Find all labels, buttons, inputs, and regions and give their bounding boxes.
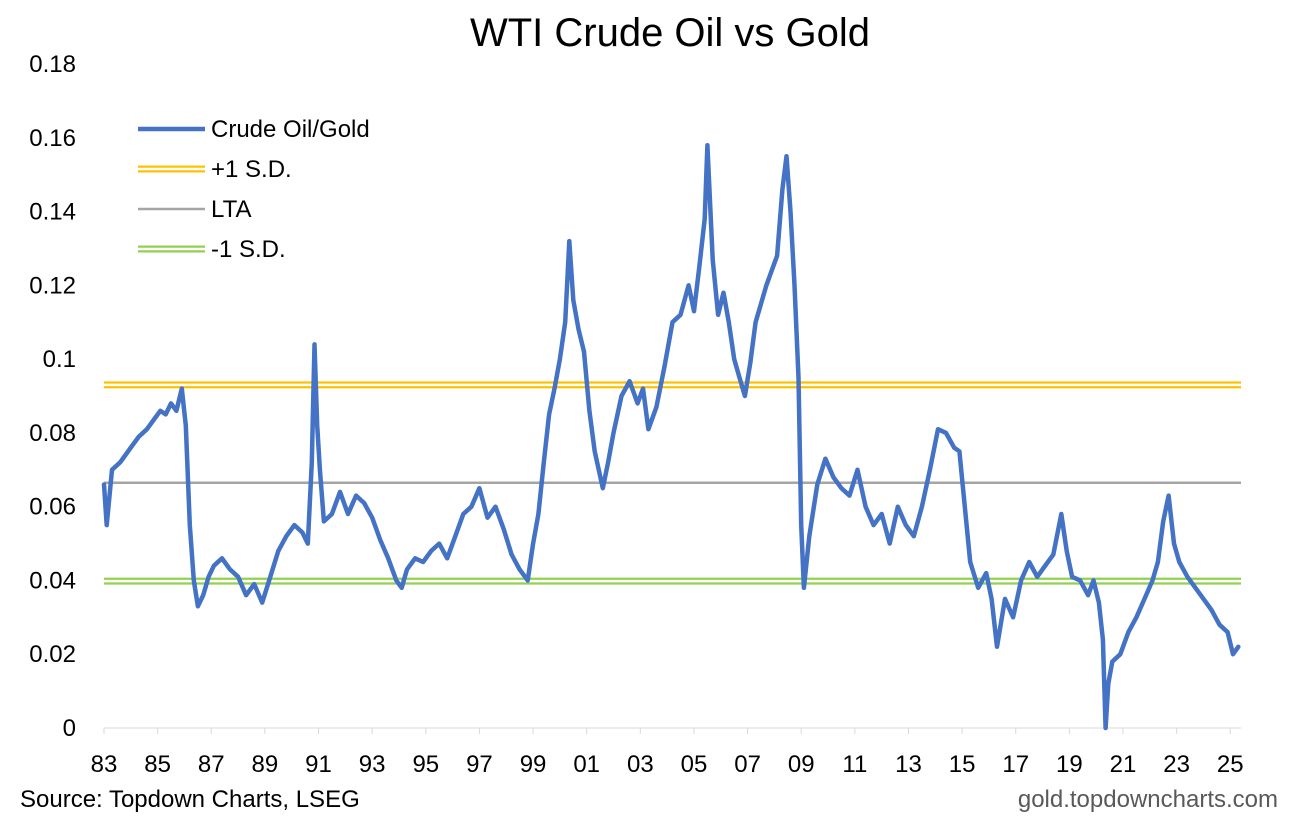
x-tick-label: 11 <box>842 751 867 778</box>
x-tick-label: 95 <box>412 751 439 778</box>
y-tick-label: 0.18 <box>29 51 76 78</box>
x-tick-label: 97 <box>466 751 493 778</box>
y-tick-label: 0.16 <box>29 125 76 152</box>
y-tick-label: 0 <box>63 715 76 742</box>
x-tick-label: 99 <box>520 751 547 778</box>
x-tick-label: 01 <box>573 751 600 778</box>
legend-item: LTA <box>138 196 251 223</box>
y-tick-label: 0.08 <box>29 420 76 447</box>
reference-lines <box>104 381 1241 585</box>
legend-item: +1 S.D. <box>138 156 292 183</box>
legend-label: LTA <box>211 196 251 223</box>
x-axis: 83 85 87 89 91 93 95 97 99 01 03 05 07 09 11 13 15 17 19 21… <box>91 727 1244 778</box>
y-tick-label: 0.06 <box>29 494 76 521</box>
x-tick-label: 07 <box>734 751 761 778</box>
y-tick-label: 0.14 <box>29 199 76 226</box>
y-tick-label: 0.02 <box>29 641 76 668</box>
source-note: Source: Topdown Charts, LSEG <box>20 786 360 813</box>
x-tick-label: 19 <box>1056 751 1083 778</box>
x-tick-label: 91 <box>305 751 332 778</box>
x-tick-label: 83 <box>91 751 118 778</box>
x-tick-label: 17 <box>1002 751 1029 778</box>
x-tick-label: 25 <box>1217 751 1244 778</box>
x-tick-label: 05 <box>681 751 708 778</box>
x-tick-label: 03 <box>627 751 654 778</box>
website-link[interactable]: gold.topdowncharts.com <box>1017 786 1278 813</box>
legend-item: -1 S.D. <box>138 236 286 263</box>
legend-label: +1 S.D. <box>211 156 292 183</box>
x-tick-label: 15 <box>949 751 976 778</box>
series-line-crude-oil-gold <box>101 142 1241 731</box>
chart-title: WTI Crude Oil vs Gold <box>470 11 870 55</box>
x-tick-label: 23 <box>1163 751 1190 778</box>
y-tick-label: 0.12 <box>29 272 76 299</box>
legend-item: Crude Oil/Gold <box>138 116 370 143</box>
y-tick-label: 0.04 <box>29 567 76 594</box>
x-tick-label: 85 <box>144 751 171 778</box>
x-tick-label: 89 <box>252 751 279 778</box>
legend-label: Crude Oil/Gold <box>211 116 370 143</box>
y-tick-label: 0.1 <box>43 346 76 373</box>
legend: Crude Oil/Gold +1 S.D. LTA -1 S.D. <box>138 116 370 263</box>
x-tick-label: 21 <box>1110 751 1137 778</box>
x-tick-label: 13 <box>895 751 922 778</box>
series-layer <box>101 142 1241 731</box>
x-tick-label: 09 <box>788 751 815 778</box>
y-axis: 0 0.02 0.04 0.06 0.08 0.1 0.12 0.14 0.16 0.18 <box>29 51 76 742</box>
x-tick-label: 93 <box>359 751 386 778</box>
legend-label: -1 S.D. <box>211 236 286 263</box>
x-tick-label: 87 <box>198 751 225 778</box>
